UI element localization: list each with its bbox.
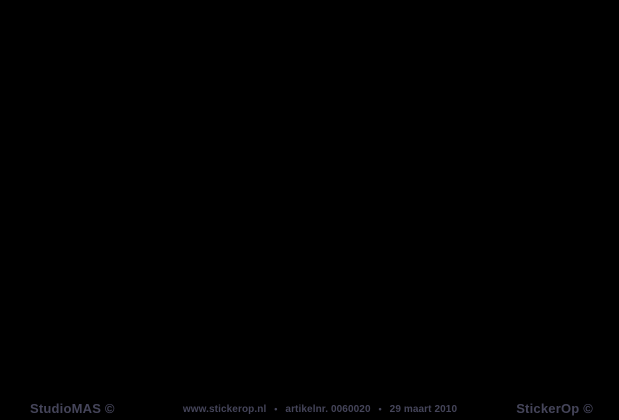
bullet-separator: • [274, 404, 278, 414]
studio-credit: StudioMAS © [30, 401, 115, 416]
proof-date: 29 maart 2010 [389, 404, 458, 415]
footer-info: www.stickerop.nl • artikelnr. 0060020 • … [183, 404, 457, 415]
bullet-separator: • [378, 404, 382, 414]
stickerop-credit: StickerOp © [516, 401, 593, 416]
article-number: artikelnr. 0060020 [285, 404, 371, 415]
website-text: www.stickerop.nl [182, 404, 267, 415]
